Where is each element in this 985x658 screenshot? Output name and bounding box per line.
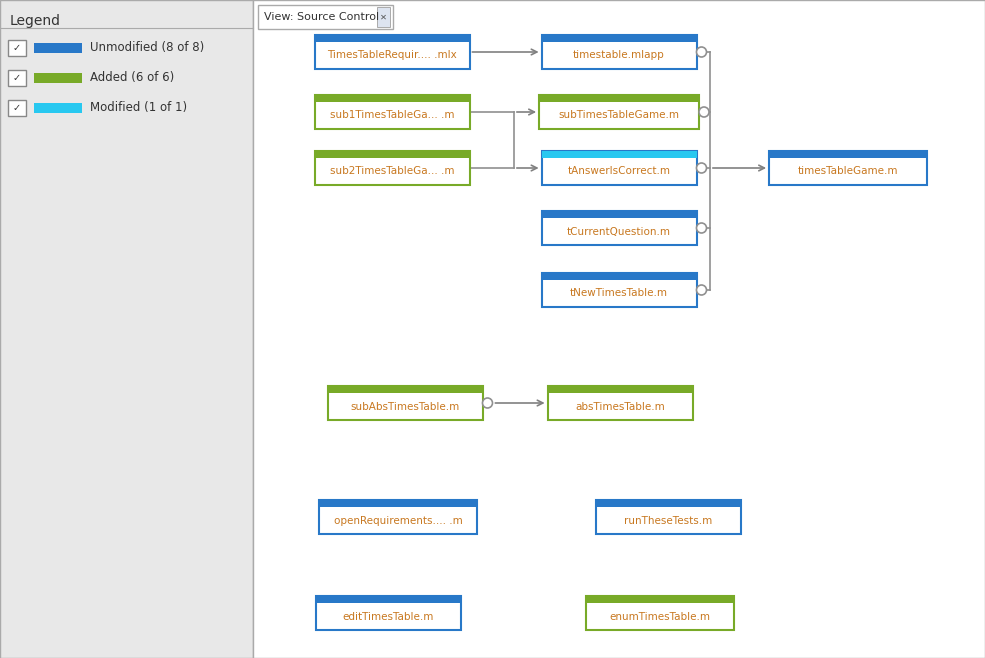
FancyBboxPatch shape: [596, 500, 741, 534]
Text: enumTimesTable.m: enumTimesTable.m: [610, 611, 710, 622]
Text: timesTableGame.m: timesTableGame.m: [798, 166, 898, 176]
FancyBboxPatch shape: [315, 596, 461, 630]
Text: tCurrentQuestion.m: tCurrentQuestion.m: [567, 226, 671, 236]
FancyBboxPatch shape: [314, 151, 470, 158]
Circle shape: [696, 223, 706, 233]
FancyBboxPatch shape: [586, 596, 734, 630]
FancyBboxPatch shape: [315, 596, 461, 603]
FancyBboxPatch shape: [314, 95, 470, 102]
Text: Added (6 of 6): Added (6 of 6): [90, 72, 174, 84]
FancyBboxPatch shape: [542, 151, 696, 158]
FancyBboxPatch shape: [314, 151, 470, 185]
FancyBboxPatch shape: [258, 5, 393, 29]
Text: sub1TimesTableGa... .m: sub1TimesTableGa... .m: [330, 111, 454, 120]
Text: subTimesTableGame.m: subTimesTableGame.m: [558, 111, 680, 120]
FancyBboxPatch shape: [319, 500, 477, 534]
FancyBboxPatch shape: [542, 151, 696, 185]
Text: Unmodified (8 of 8): Unmodified (8 of 8): [90, 41, 204, 55]
FancyBboxPatch shape: [769, 151, 927, 185]
FancyBboxPatch shape: [8, 100, 26, 116]
Text: subAbsTimesTable.m: subAbsTimesTable.m: [351, 401, 460, 411]
Text: tAnswerIsCorrect.m: tAnswerIsCorrect.m: [567, 166, 671, 176]
Text: ✕: ✕: [380, 13, 387, 22]
FancyBboxPatch shape: [542, 273, 696, 307]
Text: absTimesTable.m: absTimesTable.m: [575, 401, 665, 411]
Text: TimesTableRequir.... .mlx: TimesTableRequir.... .mlx: [327, 51, 457, 61]
FancyBboxPatch shape: [377, 7, 390, 27]
Text: ✓: ✓: [13, 103, 21, 113]
Text: openRequirements.... .m: openRequirements.... .m: [334, 515, 462, 526]
Text: timestable.mlapp: timestable.mlapp: [573, 51, 665, 61]
FancyBboxPatch shape: [542, 35, 696, 69]
FancyBboxPatch shape: [542, 211, 696, 218]
FancyBboxPatch shape: [542, 35, 696, 42]
FancyBboxPatch shape: [314, 35, 470, 69]
FancyBboxPatch shape: [542, 273, 696, 280]
Text: editTimesTable.m: editTimesTable.m: [343, 611, 433, 622]
FancyBboxPatch shape: [548, 386, 692, 420]
Circle shape: [483, 398, 492, 408]
FancyBboxPatch shape: [539, 95, 699, 129]
FancyBboxPatch shape: [769, 151, 927, 158]
FancyBboxPatch shape: [542, 211, 696, 245]
Text: ✓: ✓: [13, 43, 21, 53]
FancyBboxPatch shape: [314, 95, 470, 129]
FancyBboxPatch shape: [34, 43, 82, 53]
FancyBboxPatch shape: [8, 70, 26, 86]
Text: Modified (1 of 1): Modified (1 of 1): [90, 101, 187, 114]
FancyBboxPatch shape: [548, 386, 692, 393]
Text: ✓: ✓: [13, 73, 21, 83]
FancyBboxPatch shape: [327, 386, 483, 393]
FancyBboxPatch shape: [314, 35, 470, 42]
Text: sub2TimesTableGa... .m: sub2TimesTableGa... .m: [330, 166, 454, 176]
FancyBboxPatch shape: [34, 73, 82, 83]
FancyBboxPatch shape: [8, 40, 26, 56]
Circle shape: [696, 163, 706, 173]
FancyBboxPatch shape: [319, 500, 477, 507]
FancyBboxPatch shape: [586, 596, 734, 603]
FancyBboxPatch shape: [539, 95, 699, 102]
Circle shape: [696, 285, 706, 295]
Text: Legend: Legend: [10, 14, 61, 28]
FancyBboxPatch shape: [0, 0, 253, 658]
Text: View: Source Control: View: Source Control: [264, 12, 379, 22]
FancyBboxPatch shape: [327, 386, 483, 420]
FancyBboxPatch shape: [596, 500, 741, 507]
Text: runTheseTests.m: runTheseTests.m: [624, 515, 712, 526]
Circle shape: [699, 107, 709, 117]
Text: tNewTimesTable.m: tNewTimesTable.m: [570, 288, 668, 299]
Circle shape: [696, 47, 706, 57]
FancyBboxPatch shape: [253, 0, 985, 658]
FancyBboxPatch shape: [34, 103, 82, 113]
